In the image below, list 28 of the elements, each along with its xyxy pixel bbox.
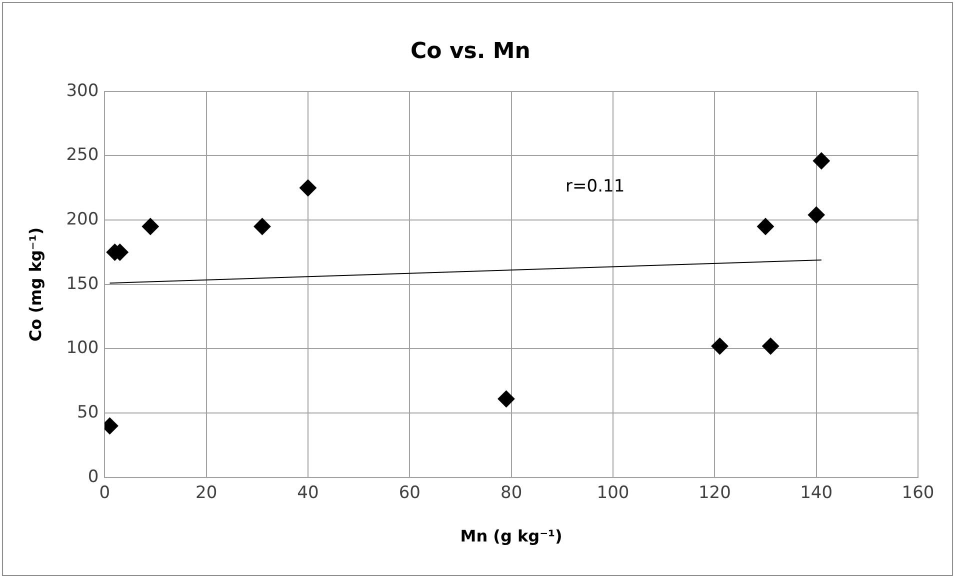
x-tick-label: 40 (297, 483, 319, 504)
y-tick-label: 50 (77, 402, 99, 422)
x-tick-label: 160 (902, 483, 934, 504)
point (142, 218, 159, 235)
y-tick-label: 300 (66, 80, 99, 101)
point (812, 152, 830, 170)
point (299, 179, 316, 196)
point (711, 338, 728, 355)
x-axis-title: Mn (g kg⁻¹) (460, 526, 562, 546)
point (756, 218, 774, 235)
point (762, 338, 780, 355)
chart-title: Co vs. Mn (410, 38, 530, 64)
point (254, 218, 271, 235)
x-tick-label: 140 (800, 483, 833, 504)
annotation: r=0.11 (566, 176, 625, 197)
y-tick-label: 0 (88, 466, 99, 487)
point (498, 390, 515, 408)
x-tick-label: 120 (698, 483, 731, 504)
y-tick-label: 200 (66, 209, 99, 230)
y-tick-label: 100 (66, 338, 99, 358)
x-tick-label: 80 (500, 483, 522, 504)
y-axis-title: Co (mg kg⁻¹) (26, 227, 45, 342)
y-tick-label: 250 (66, 145, 99, 166)
y-tick-label: 150 (66, 274, 99, 294)
x-tick-label: 100 (596, 483, 630, 504)
x-tick-label: 60 (398, 483, 420, 504)
x-tick-label: 20 (195, 483, 218, 504)
point (808, 206, 825, 224)
